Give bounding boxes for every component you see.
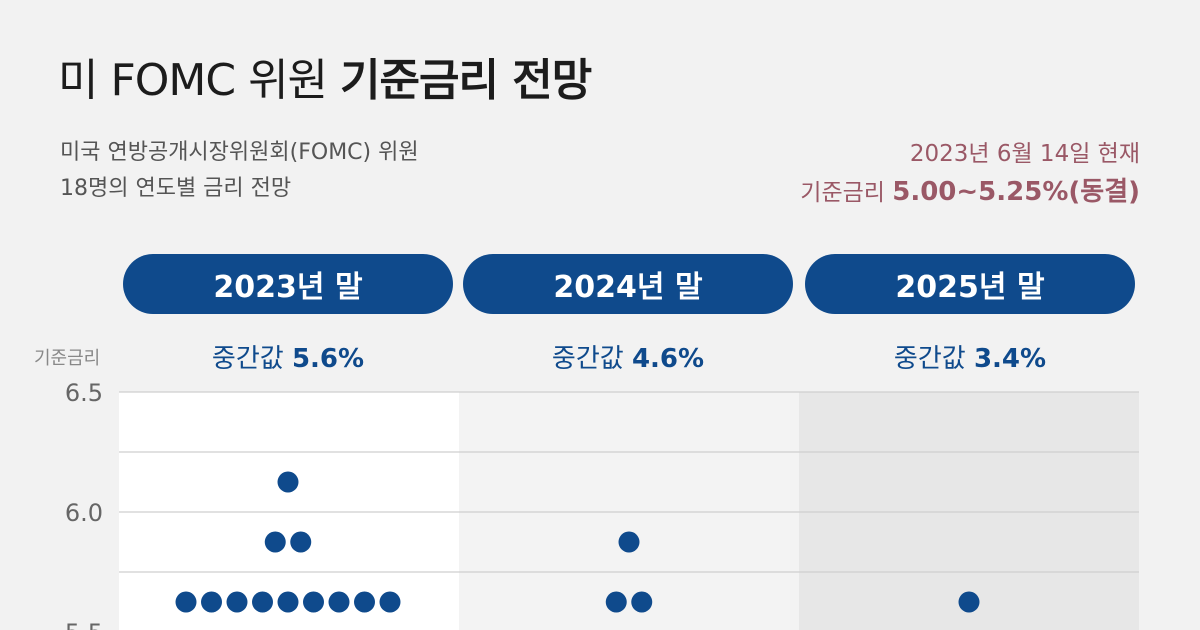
rate-dot xyxy=(354,591,375,613)
rate-dot xyxy=(290,531,312,553)
median-value: 5.6% xyxy=(291,344,365,374)
rate-dot xyxy=(379,591,401,613)
column-header-2024: 2024년 말 xyxy=(463,254,793,314)
rate-dot xyxy=(175,591,197,613)
rate-dot xyxy=(958,591,980,613)
rate-dot xyxy=(631,591,653,613)
y-tick-label: 6.5 xyxy=(65,379,103,407)
median-2025: 중간값 3.4% xyxy=(805,338,1135,375)
y-tick-label: 5.5 xyxy=(65,619,103,630)
median-value: 4.6% xyxy=(631,344,705,374)
subtitle: 미국 연방공개시장위원회(FOMC) 위원 18명의 연도별 금리 전망 xyxy=(60,135,419,207)
rate-dot xyxy=(277,471,299,493)
rate-dot xyxy=(618,531,640,553)
y-tick-label: 6.0 xyxy=(65,499,103,527)
as-of-date: 2023년 6월 14일 현재 xyxy=(909,141,1140,167)
current-rate: 기준금리 5.00~5.25%(동결) xyxy=(800,173,1140,212)
current-rate-value: 5.00~5.25%(동결) xyxy=(892,177,1140,207)
median-label: 중간값 xyxy=(551,344,632,374)
rate-dot xyxy=(201,591,222,613)
subtitle-line-1: 미국 연방공개시장위원회(FOMC) 위원 xyxy=(60,140,419,165)
rate-dot xyxy=(328,591,350,613)
median-2023: 중간값 5.6% xyxy=(123,338,453,375)
title-regular: 미 FOMC 위원 xyxy=(58,55,341,106)
rate-dot xyxy=(277,591,299,613)
page-title: 미 FOMC 위원 기준금리 전망 xyxy=(58,44,592,108)
median-2024: 중간값 4.6% xyxy=(463,338,793,375)
rate-dot xyxy=(605,591,627,613)
rate-dot xyxy=(226,591,248,613)
as-of-note: 2023년 6월 14일 현재 기준금리 5.00~5.25%(동결) xyxy=(800,135,1140,212)
column-panel-3 xyxy=(799,392,1139,630)
title-bold: 기준금리 전망 xyxy=(340,55,592,106)
column-panel-2 xyxy=(459,392,799,630)
column-header-2025: 2025년 말 xyxy=(805,254,1135,314)
median-label: 중간값 xyxy=(211,344,292,374)
column-header-2023: 2023년 말 xyxy=(123,254,453,314)
subtitle-line-2: 18명의 연도별 금리 전망 xyxy=(60,176,292,201)
rate-dot xyxy=(252,591,273,613)
median-label: 중간값 xyxy=(893,344,974,374)
y-axis-title: 기준금리 xyxy=(34,348,101,369)
median-value: 3.4% xyxy=(973,344,1047,374)
column-panel-1 xyxy=(119,392,459,630)
current-rate-label: 기준금리 xyxy=(800,180,893,206)
rate-dot xyxy=(264,531,286,553)
rate-dot xyxy=(303,591,324,613)
